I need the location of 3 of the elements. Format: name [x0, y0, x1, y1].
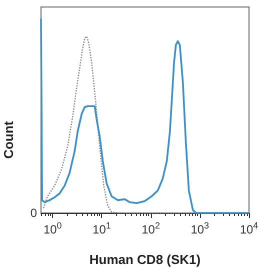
x-axis-title: Human CD8 (SK1)	[89, 252, 201, 267]
y-axis-title: Count	[1, 120, 16, 159]
text: 0	[30, 206, 38, 220]
